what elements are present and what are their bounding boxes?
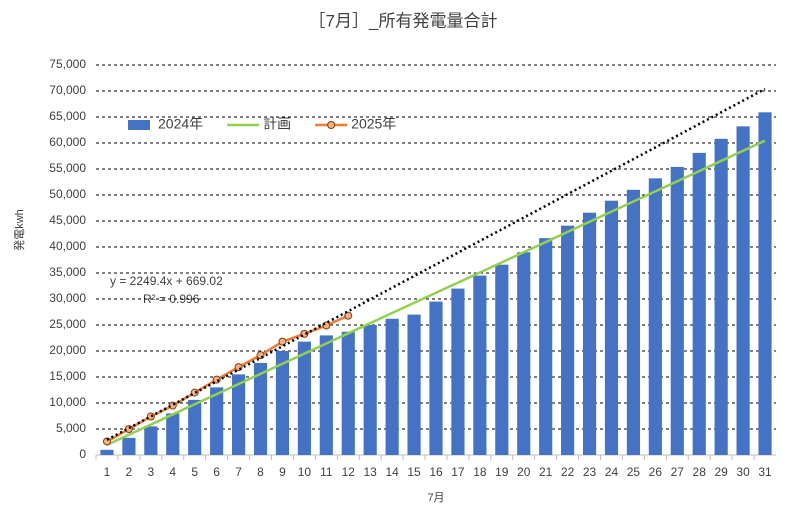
y-tick-label: 0 (79, 447, 86, 461)
bar (604, 200, 619, 455)
y-tick-label: 50,000 (49, 187, 86, 201)
x-tick-label: 18 (473, 465, 487, 479)
bar (253, 362, 268, 455)
x-tick-label: 4 (169, 465, 176, 479)
marker (278, 337, 287, 346)
bar (692, 152, 706, 455)
x-tick-label: 10 (298, 465, 312, 479)
bar (451, 288, 465, 455)
y-tick-label: 15,000 (49, 369, 86, 383)
bar (319, 335, 333, 455)
x-tick-label: 2 (126, 465, 133, 479)
x-tick-label: 19 (495, 465, 509, 479)
y-tick-label: 10,000 (49, 395, 86, 409)
x-tick-label: 14 (385, 465, 399, 479)
marker (146, 412, 155, 421)
chart-title: ［7月］_所有発電量合計 (309, 11, 498, 30)
marker (190, 388, 199, 397)
bar (714, 138, 728, 455)
x-tick-label: 20 (517, 465, 531, 479)
y-tick-label: 30,000 (49, 291, 86, 305)
bar (561, 225, 575, 455)
bar (670, 166, 684, 456)
y-tick-label: 60,000 (49, 135, 86, 149)
x-tick-label: 27 (671, 465, 685, 479)
bar (122, 437, 136, 455)
trend-equation: y = 2249.4x + 669.02 (110, 274, 223, 288)
line-series (106, 314, 349, 443)
x-tick-label: 6 (213, 465, 220, 479)
bar (385, 318, 399, 455)
bar (429, 301, 443, 455)
x-tick-label: 25 (627, 465, 641, 479)
legend-swatch (128, 120, 150, 130)
y-tick-label: 25,000 (49, 317, 86, 331)
bar (495, 264, 509, 455)
bar (363, 325, 377, 455)
x-tick-label: 26 (649, 465, 663, 479)
marker (344, 311, 353, 320)
x-tick-label: 8 (257, 465, 264, 479)
x-axis-label: 7月 (427, 492, 444, 504)
y-tick-label: 20,000 (49, 343, 86, 357)
x-tick-label: 23 (583, 465, 597, 479)
bar (626, 189, 640, 456)
x-tick-label: 31 (758, 465, 772, 479)
x-tick-label: 16 (429, 465, 443, 479)
bar (100, 449, 114, 455)
line-series (106, 139, 766, 446)
x-tick-label: 9 (279, 465, 286, 479)
bar (758, 112, 772, 455)
x-tick-label: 13 (364, 465, 378, 479)
bar (144, 426, 158, 455)
x-tick-label: 5 (191, 465, 198, 479)
y-tick-label: 65,000 (49, 109, 86, 123)
y-tick-label: 55,000 (49, 161, 86, 175)
x-tick-label: 7 (235, 465, 242, 479)
x-tick-label: 12 (342, 465, 356, 479)
y-tick-label: 75,000 (49, 57, 86, 71)
legend-label: 2024年 (158, 116, 203, 132)
bar (407, 314, 421, 455)
y-tick-label: 45,000 (49, 213, 86, 227)
x-tick-label: 21 (539, 465, 553, 479)
y-axis-label: 発電kwh (12, 209, 26, 251)
bar (188, 399, 202, 455)
trendline (106, 87, 766, 441)
legend-label: 2025年 (351, 116, 396, 132)
bar (539, 238, 553, 455)
y-tick-label: 5,000 (56, 421, 86, 435)
x-tick-label: 29 (714, 465, 728, 479)
x-tick-label: 3 (147, 465, 154, 479)
y-tick-label: 35,000 (49, 265, 86, 279)
y-tick-label: 70,000 (49, 83, 86, 97)
x-tick-label: 15 (407, 465, 421, 479)
y-tick-label: 40,000 (49, 239, 86, 253)
x-tick-label: 22 (561, 465, 575, 479)
bar (166, 413, 180, 455)
x-tick-label: 24 (605, 465, 619, 479)
bar (232, 374, 246, 455)
bar (341, 331, 355, 455)
bar (473, 275, 487, 455)
bar (736, 126, 750, 456)
x-tick-label: 11 (320, 465, 333, 479)
marker (168, 401, 177, 410)
trend-r2: R² = 0.996 (143, 292, 200, 306)
x-tick-label: 30 (736, 465, 750, 479)
bar (648, 178, 662, 456)
marker (124, 425, 133, 433)
legend-label: 計画 (263, 116, 291, 132)
x-tick-label: 17 (451, 465, 465, 479)
x-tick-label: 28 (693, 465, 707, 479)
x-tick-label: 1 (104, 465, 111, 479)
bar (517, 252, 531, 455)
bar (210, 387, 224, 455)
bar (275, 351, 290, 455)
bar (297, 341, 311, 455)
bar (582, 212, 597, 455)
legend-marker (327, 121, 336, 129)
